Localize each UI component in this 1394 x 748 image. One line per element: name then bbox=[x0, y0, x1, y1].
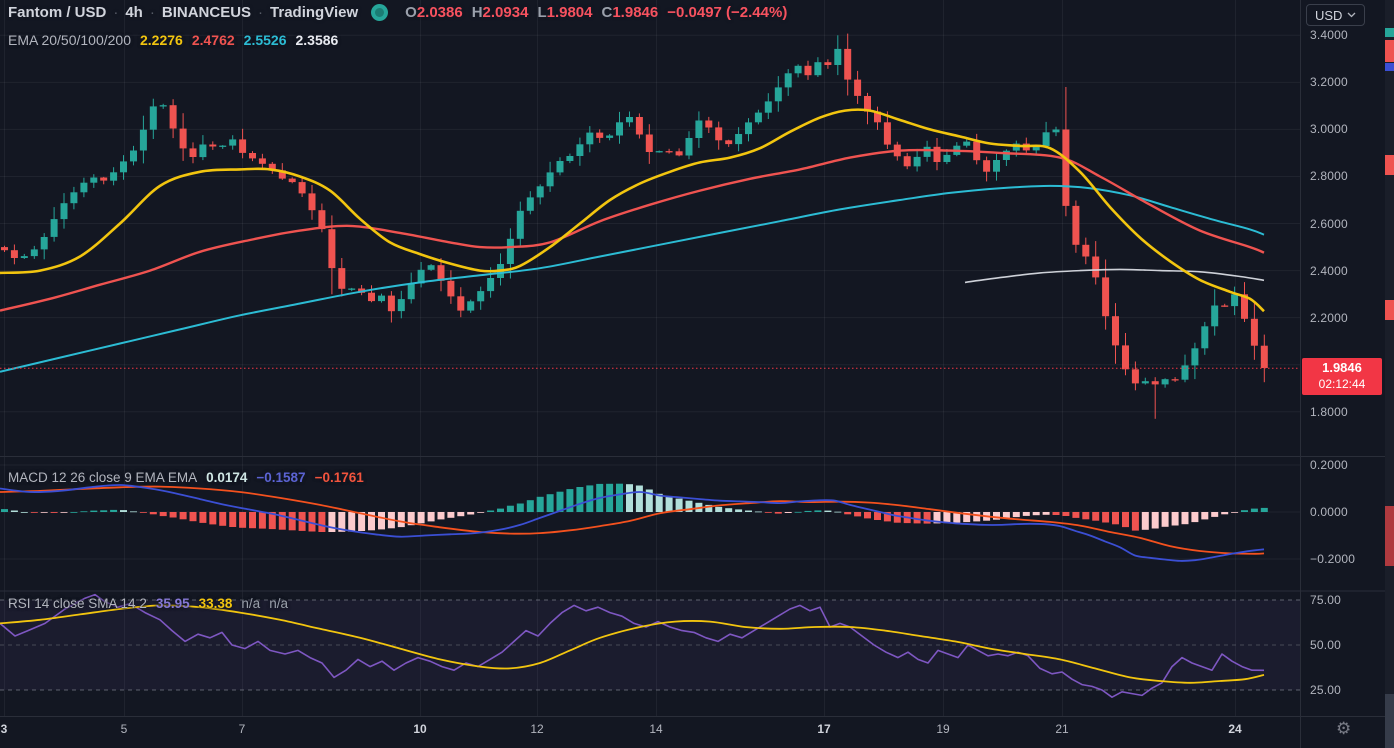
bar-countdown: 02:12:44 bbox=[1318, 377, 1366, 392]
rsi-value: 35.95 bbox=[155, 596, 190, 611]
high-label: H bbox=[471, 4, 483, 21]
macd-axis-label: 0.2000 bbox=[1310, 458, 1348, 472]
macd-legend[interactable]: MACD 12 26 close 9 EMA EMA 0.0174 −0.158… bbox=[8, 470, 364, 485]
macd-line-value: −0.1587 bbox=[256, 470, 306, 485]
time-axis-label: 10 bbox=[413, 722, 427, 736]
time-axis-label: 24 bbox=[1228, 722, 1242, 736]
rsi-axis-label: 75.00 bbox=[1310, 593, 1342, 607]
separator-dot: · bbox=[258, 4, 264, 21]
ema20-value: 2.2276 bbox=[140, 32, 183, 48]
time-axis-label: 12 bbox=[530, 722, 544, 736]
scroll-mark bbox=[1385, 506, 1394, 566]
current-price-badge: 1.9846 02:12:44 bbox=[1302, 358, 1382, 396]
macd-axis-label: 0.0000 bbox=[1310, 505, 1348, 519]
edge-scrollbar[interactable] bbox=[1385, 0, 1394, 748]
low-value: 1.9804 bbox=[546, 4, 593, 21]
separator-dot: · bbox=[149, 4, 155, 21]
price-axis-label: 2.6000 bbox=[1310, 216, 1348, 231]
chart-header: Fantom / USD · 4h · BINANCEUS · TradingV… bbox=[8, 4, 787, 21]
close-label: C bbox=[601, 4, 613, 21]
interval-label[interactable]: 4h bbox=[125, 4, 143, 21]
ohlc-readout: O2.0386 H2.0934 L1.9804 C1.9846 −0.0497 … bbox=[405, 4, 787, 21]
timezone-settings-gear-icon[interactable]: ⚙ bbox=[1336, 719, 1352, 738]
change-value: −0.0497 (−2.44%) bbox=[667, 4, 788, 21]
price-axis-label: 2.4000 bbox=[1310, 263, 1348, 278]
open-value: 2.0386 bbox=[416, 4, 463, 21]
scroll-mark bbox=[1385, 155, 1394, 175]
current-price-value: 1.9846 bbox=[1322, 360, 1362, 376]
rsi-sma-value: 33.38 bbox=[198, 596, 233, 611]
ema100-value: 2.5526 bbox=[243, 32, 287, 48]
scroll-mark bbox=[1385, 40, 1394, 62]
macd-hist-value: 0.0174 bbox=[206, 470, 248, 485]
price-axis-label: 2.2000 bbox=[1310, 310, 1348, 325]
close-value: 1.9846 bbox=[612, 4, 659, 21]
symbol-title[interactable]: Fantom / USD bbox=[8, 4, 107, 21]
ema-legend[interactable]: EMA 20/50/100/200 2.2276 2.4762 2.5526 2… bbox=[8, 32, 338, 48]
rsi-upper-band-value: n/a bbox=[241, 596, 261, 611]
rsi-legend-label: RSI 14 close SMA 14 2 bbox=[8, 596, 147, 611]
price-axis-label: 2.8000 bbox=[1310, 169, 1348, 184]
rsi-axis-label: 25.00 bbox=[1310, 683, 1342, 697]
ema50-value: 2.4762 bbox=[191, 32, 235, 48]
low-label: L bbox=[537, 4, 547, 21]
price-axis-label: 3.4000 bbox=[1310, 28, 1348, 43]
price-axis-label: 3.0000 bbox=[1310, 122, 1348, 137]
time-axis-label: 19 bbox=[936, 722, 950, 736]
time-axis-label: 14 bbox=[649, 722, 663, 736]
time-axis-label: 7 bbox=[238, 722, 246, 736]
rsi-axis-label: 50.00 bbox=[1310, 638, 1342, 652]
rsi-lower-band-value: n/a bbox=[269, 596, 288, 611]
platform-label: TradingView bbox=[270, 4, 359, 21]
chevron-down-icon bbox=[1347, 12, 1356, 18]
macd-signal-value: −0.1761 bbox=[314, 470, 364, 485]
currency-selector[interactable]: USD bbox=[1306, 4, 1366, 26]
scroll-mark bbox=[1385, 63, 1394, 71]
open-label: O bbox=[405, 4, 417, 21]
time-axis-label: 21 bbox=[1055, 722, 1069, 736]
currency-label: USD bbox=[1315, 7, 1343, 23]
time-axis-label: 3 bbox=[0, 722, 8, 736]
time-axis-label: 5 bbox=[120, 722, 128, 736]
ema200-value: 2.3586 bbox=[295, 32, 339, 48]
scroll-mark bbox=[1385, 300, 1394, 320]
market-status-icon bbox=[371, 4, 389, 21]
price-axis-label: 3.2000 bbox=[1310, 75, 1348, 90]
time-axis-label: 17 bbox=[817, 722, 831, 736]
macd-axis-label: −0.2000 bbox=[1310, 552, 1356, 566]
ema-legend-label: EMA 20/50/100/200 bbox=[8, 32, 131, 48]
scroll-mark bbox=[1385, 694, 1394, 748]
exchange-label: BINANCEUS bbox=[161, 4, 252, 21]
rsi-legend[interactable]: RSI 14 close SMA 14 2 35.95 33.38 n/a n/… bbox=[8, 596, 288, 611]
separator-dot: · bbox=[113, 4, 119, 21]
macd-legend-label: MACD 12 26 close 9 EMA EMA bbox=[8, 470, 198, 485]
high-value: 2.0934 bbox=[482, 4, 529, 21]
price-axis-label: 1.8000 bbox=[1310, 404, 1348, 419]
scroll-mark bbox=[1385, 28, 1394, 37]
